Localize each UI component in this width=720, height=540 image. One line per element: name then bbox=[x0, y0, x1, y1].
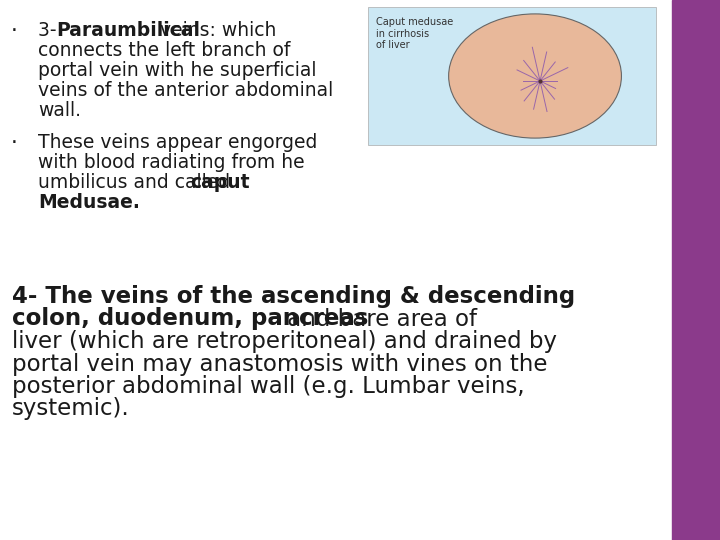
Text: connects the left branch of: connects the left branch of bbox=[38, 41, 290, 60]
Text: caput: caput bbox=[190, 173, 250, 192]
Text: ·: · bbox=[11, 21, 17, 41]
Text: colon, duodenum, pancreas: colon, duodenum, pancreas bbox=[12, 307, 369, 330]
Text: Caput medusae
in cirrhosis
of liver: Caput medusae in cirrhosis of liver bbox=[376, 17, 454, 50]
Text: veins: which: veins: which bbox=[154, 21, 276, 40]
Text: portal vein may anastomosis with vines on the: portal vein may anastomosis with vines o… bbox=[12, 353, 547, 375]
Text: Paraumbilical: Paraumbilical bbox=[56, 21, 200, 40]
Text: systemic).: systemic). bbox=[12, 397, 130, 421]
Text: 4- The veins of the ascending & descending: 4- The veins of the ascending & descendi… bbox=[12, 285, 575, 308]
Ellipse shape bbox=[449, 14, 621, 138]
Bar bbox=[672, 0, 720, 540]
Bar bbox=[368, 7, 656, 145]
Text: These veins appear engorged: These veins appear engorged bbox=[38, 133, 318, 152]
Text: posterior abdominal wall (e.g. Lumbar veins,: posterior abdominal wall (e.g. Lumbar ve… bbox=[12, 375, 525, 398]
Text: with blood radiating from he: with blood radiating from he bbox=[38, 153, 305, 172]
Text: Medusae.: Medusae. bbox=[38, 193, 140, 212]
Text: veins of the anterior abdominal: veins of the anterior abdominal bbox=[38, 81, 333, 100]
Text: 3-: 3- bbox=[38, 21, 63, 40]
Text: and bare area of: and bare area of bbox=[280, 307, 477, 330]
Text: ·: · bbox=[11, 133, 17, 153]
Text: wall.: wall. bbox=[38, 101, 81, 120]
Text: portal vein with he superficial: portal vein with he superficial bbox=[38, 61, 317, 80]
Text: liver (which are retroperitoneal) and drained by: liver (which are retroperitoneal) and dr… bbox=[12, 330, 557, 353]
Text: umbilicus and called: umbilicus and called bbox=[38, 173, 236, 192]
